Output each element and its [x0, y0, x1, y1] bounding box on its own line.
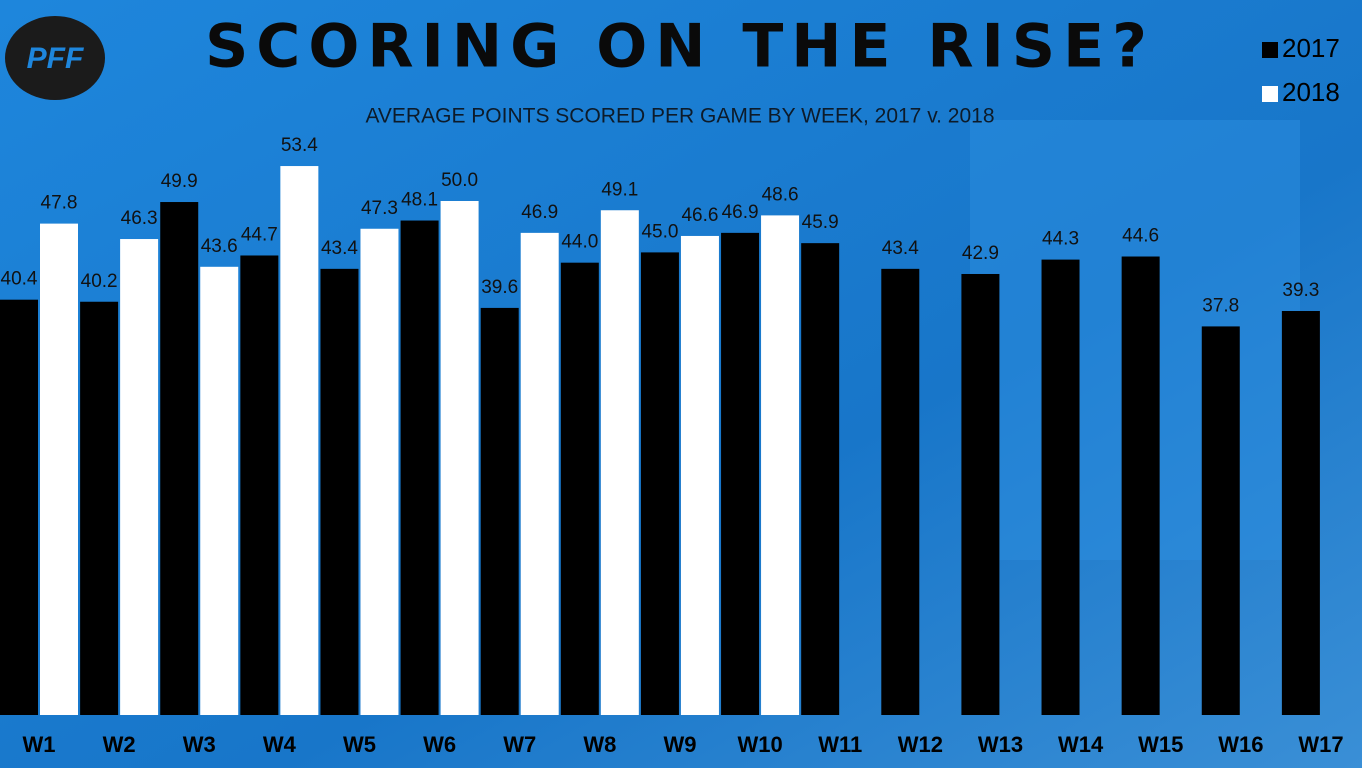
bar: [480, 307, 519, 715]
value-label: 46.6: [681, 205, 718, 226]
bar: [240, 255, 279, 715]
bar: [80, 301, 119, 715]
bar: [400, 220, 439, 716]
value-label: 44.3: [1042, 229, 1079, 250]
bar: [1201, 326, 1240, 715]
value-label: 43.4: [321, 238, 358, 259]
bar: [680, 235, 719, 715]
value-label: 49.9: [161, 171, 198, 192]
legend-swatch: [1262, 42, 1278, 58]
bar: [600, 210, 639, 715]
bar: [560, 262, 599, 715]
value-label: 46.9: [521, 202, 558, 223]
x-tick-label: W17: [1298, 732, 1343, 757]
bar: [40, 223, 78, 715]
bar: [961, 273, 1000, 715]
bar: [0, 299, 38, 715]
value-label: 48.1: [401, 190, 438, 211]
value-label: 43.4: [882, 238, 919, 259]
value-label: 44.6: [1122, 226, 1159, 247]
bar: [801, 243, 840, 715]
value-label: 48.6: [762, 184, 799, 205]
bar: [1281, 310, 1320, 715]
value-label: 39.6: [481, 277, 518, 298]
x-tick-label: W8: [583, 732, 616, 757]
x-tick-label: W4: [263, 732, 297, 757]
bar: [280, 166, 319, 716]
x-tick-label: W11: [818, 732, 862, 757]
x-tick-label: W12: [898, 732, 943, 757]
bar: [200, 266, 239, 715]
x-tick-label: W7: [503, 732, 536, 757]
x-tick-label: W13: [978, 732, 1023, 757]
bar: [761, 215, 800, 715]
value-label: 45.0: [641, 221, 678, 242]
value-label: 44.0: [561, 232, 598, 253]
bar: [520, 232, 559, 716]
x-tick-label: W16: [1218, 732, 1263, 757]
value-label: 45.9: [802, 212, 839, 233]
x-tick-label: W15: [1138, 732, 1183, 757]
value-label: 50.0: [441, 170, 478, 191]
legend-swatch: [1262, 86, 1278, 102]
x-tick-label: W9: [664, 732, 697, 757]
bar: [640, 252, 679, 715]
value-label: 37.8: [1202, 295, 1239, 316]
value-label: 47.8: [41, 193, 78, 214]
value-label: 39.3: [1282, 280, 1319, 301]
value-label: 46.3: [121, 208, 158, 229]
logo: PFF: [27, 42, 84, 75]
value-label: 46.9: [722, 202, 759, 223]
legend-label: 2018: [1282, 77, 1340, 107]
bar: [360, 228, 399, 716]
value-label: 53.4: [281, 135, 318, 156]
chart-subtitle: AVERAGE POINTS SCORED PER GAME BY WEEK, …: [365, 105, 994, 128]
bar: [721, 232, 760, 716]
value-label: 47.3: [361, 198, 398, 219]
chart-title: SCORING ON THE RISE?: [205, 12, 1155, 82]
x-tick-label: W10: [737, 732, 782, 757]
x-tick-label: W14: [1058, 732, 1104, 757]
value-label: 49.1: [601, 179, 638, 200]
bar: [160, 202, 199, 715]
bar: [1041, 259, 1080, 715]
value-label: 40.4: [1, 269, 38, 290]
value-label: 43.6: [201, 236, 238, 257]
bar: [1121, 256, 1160, 715]
x-tick-label: W5: [343, 732, 376, 757]
x-tick-label: W3: [183, 732, 216, 757]
x-tick-label: W1: [23, 732, 56, 757]
value-label: 42.9: [962, 243, 999, 264]
bar: [440, 201, 479, 715]
value-label: 40.2: [81, 271, 118, 292]
bar: [881, 268, 920, 715]
value-label: 44.7: [241, 224, 278, 245]
bar: [120, 239, 159, 715]
x-tick-label: W6: [423, 732, 456, 757]
logo-badge: [5, 16, 105, 100]
x-tick-label: W2: [103, 732, 136, 757]
bar: [320, 268, 359, 715]
legend-label: 2017: [1282, 33, 1340, 63]
